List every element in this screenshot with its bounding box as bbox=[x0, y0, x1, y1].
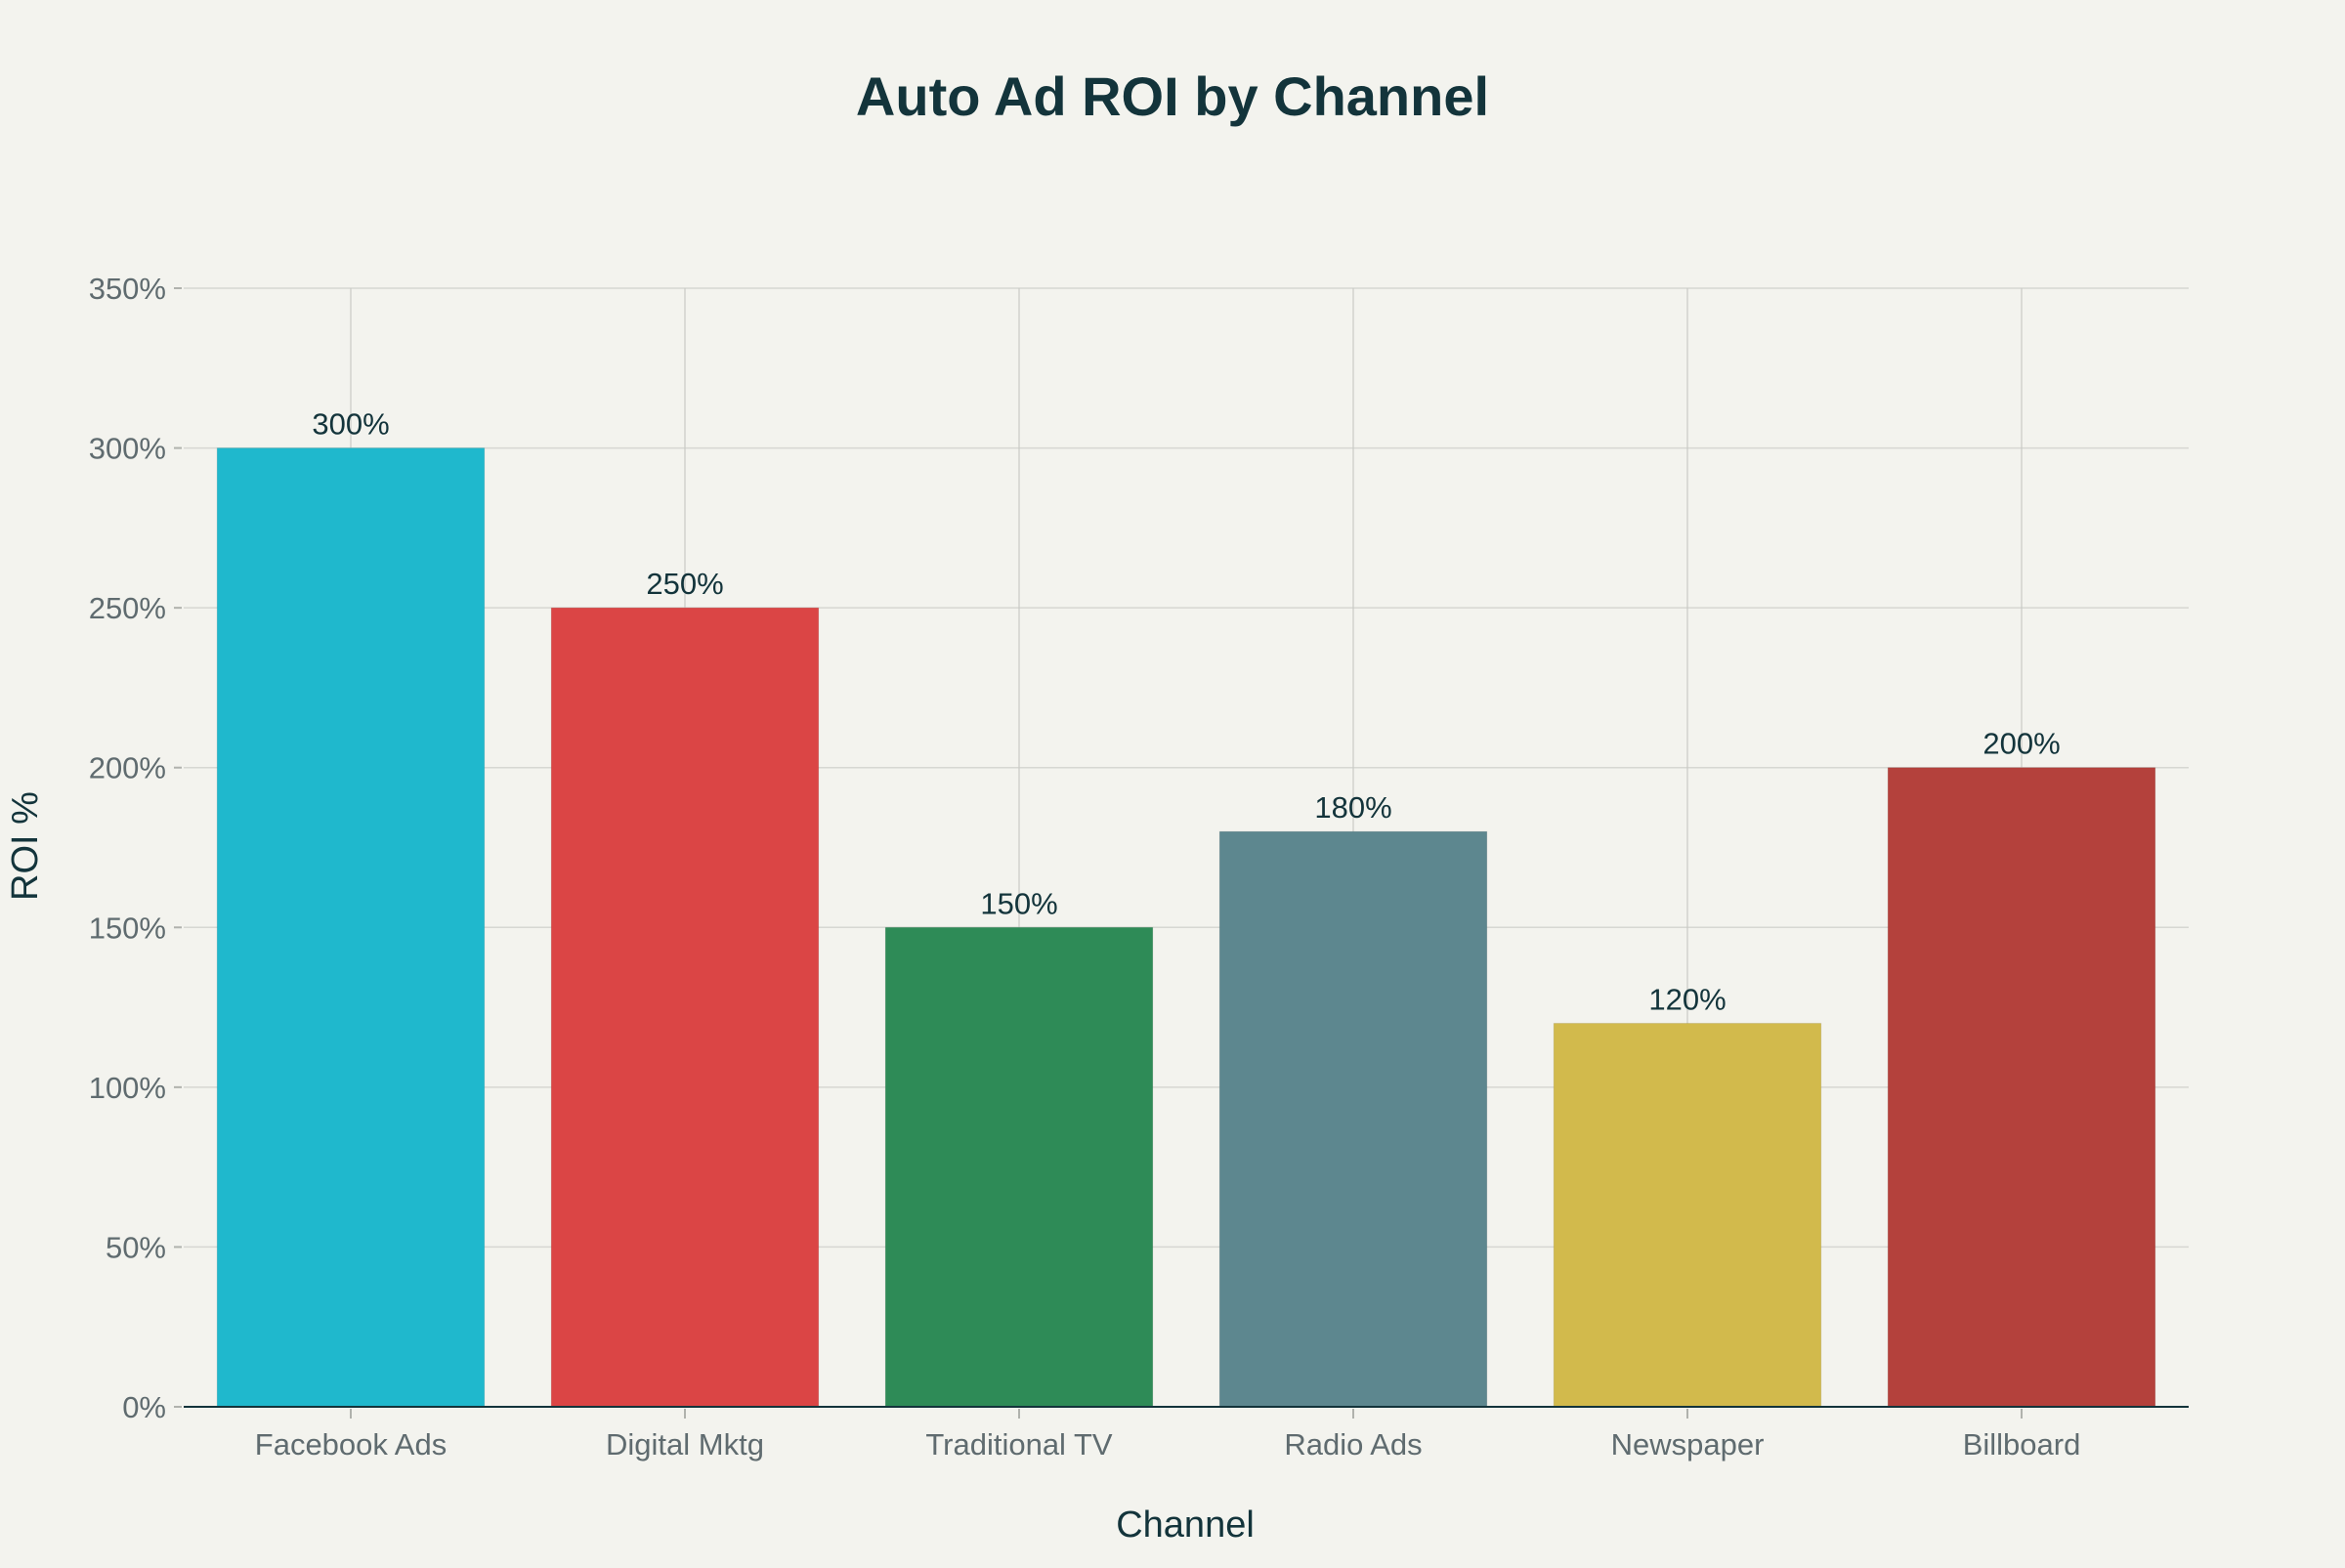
bar-facebook-ads bbox=[216, 447, 486, 1408]
y-tick-label: 0% bbox=[122, 1390, 166, 1424]
data-label-newspaper: 120% bbox=[1648, 982, 1726, 1016]
axis-layer: 0% 50% 100% 150% 200% 250% 300% 350% Facebook Ad… bbox=[89, 272, 2189, 1462]
x-tick-label-billboard: Billboard bbox=[1963, 1427, 2081, 1462]
y-tick-label: 50% bbox=[106, 1230, 166, 1264]
y-tick-label: 100% bbox=[89, 1071, 166, 1105]
labels-layer: 300% 250% 150% 180% 120% 200% bbox=[312, 407, 2060, 1017]
y-tick-label: 300% bbox=[89, 432, 166, 466]
y-tick-label: 200% bbox=[89, 751, 166, 785]
bar-radio-ads bbox=[1218, 830, 1488, 1408]
data-label-traditional-tv: 150% bbox=[980, 886, 1057, 920]
bar-digital-mktg bbox=[550, 607, 820, 1408]
x-tick-label-digital-mktg: Digital Mktg bbox=[606, 1427, 764, 1462]
data-label-digital-mktg: 250% bbox=[646, 567, 723, 601]
x-tick-label-traditional-tv: Traditional TV bbox=[925, 1427, 1113, 1462]
bars-layer bbox=[216, 447, 2156, 1408]
data-label-radio-ads: 180% bbox=[1314, 790, 1391, 825]
x-tick-label-newspaper: Newspaper bbox=[1611, 1427, 1765, 1462]
chart-title: Auto Ad ROI by Channel bbox=[856, 65, 1489, 127]
y-tick-label: 350% bbox=[89, 272, 166, 306]
x-axis-title: Channel bbox=[1116, 1504, 1255, 1546]
x-tick-label-facebook-ads: Facebook Ads bbox=[255, 1427, 447, 1462]
x-tick-label-radio-ads: Radio Ads bbox=[1284, 1427, 1422, 1462]
bar-traditional-tv bbox=[884, 926, 1154, 1408]
y-tick-label: 150% bbox=[89, 911, 166, 945]
data-label-facebook-ads: 300% bbox=[312, 407, 389, 442]
data-label-billboard: 200% bbox=[1983, 727, 2060, 761]
y-axis-title: ROI % bbox=[5, 791, 46, 901]
bar-newspaper bbox=[1553, 1022, 1822, 1408]
bar-billboard bbox=[1887, 767, 2156, 1408]
y-tick-label: 250% bbox=[89, 591, 166, 625]
